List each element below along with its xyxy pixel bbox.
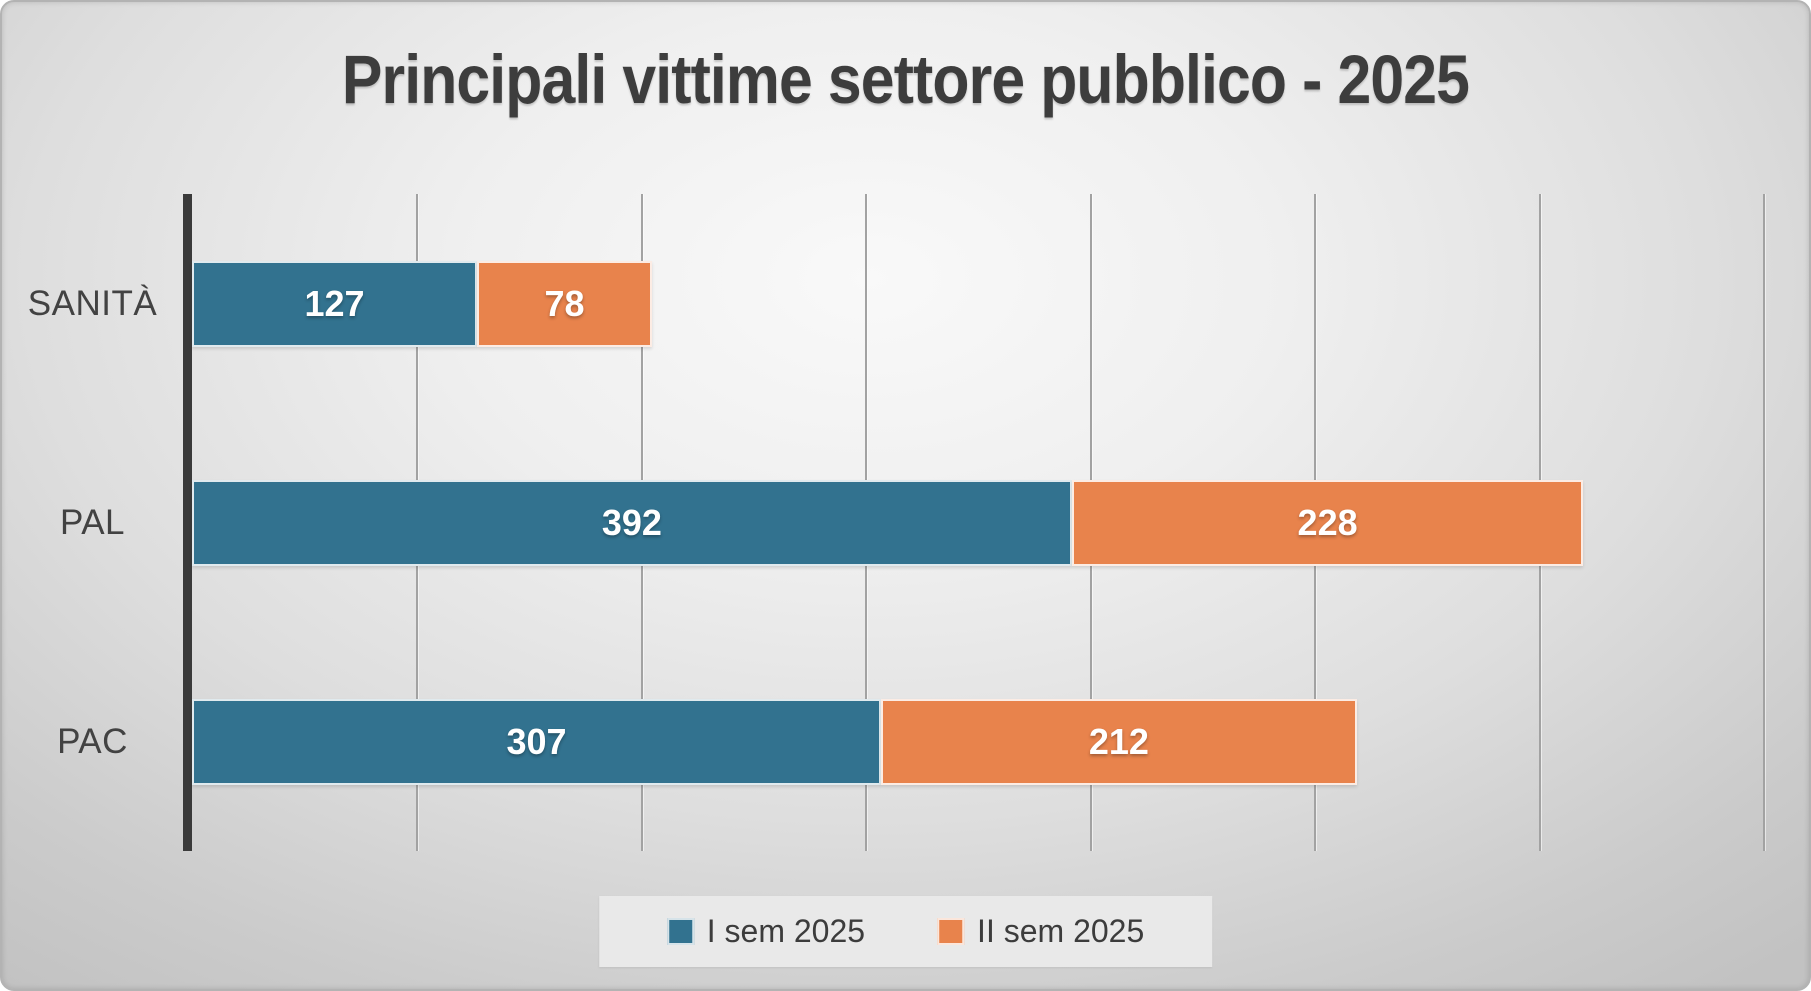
bar-stack: 307 212 — [192, 698, 1357, 785]
category-label: SANITÀ — [27, 283, 158, 323]
value-axis-line — [183, 194, 192, 851]
bar-segment: 307 — [192, 698, 881, 785]
bar-segment: 392 — [192, 479, 1072, 566]
bar-value-label: 127 — [304, 282, 365, 324]
category-label: PAL — [59, 502, 126, 542]
legend-swatch — [666, 918, 694, 945]
legend-label: II sem 2025 — [977, 913, 1145, 949]
bar-value-label: 78 — [544, 282, 585, 324]
bar-rows: 127 78 392 228 307 212 — [192, 194, 1763, 851]
bar-stack: 127 78 — [192, 260, 653, 347]
plot-area: 127 78 392 228 307 212 — [183, 194, 1765, 851]
legend-item: I sem 2025 — [666, 913, 866, 950]
legend-swatch — [937, 918, 965, 945]
legend-label: I sem 2025 — [706, 913, 866, 949]
gridline — [1763, 194, 1765, 851]
bar-segment: 78 — [477, 260, 653, 347]
bar-value-label: 392 — [601, 501, 662, 543]
bar-row: 392 228 — [192, 413, 1763, 632]
bar-segment: 127 — [192, 260, 478, 347]
bar-segment: 212 — [880, 698, 1357, 785]
chart-title: Principali vittime settore pubblico - 20… — [2, 40, 1809, 119]
bar-stack: 392 228 — [192, 479, 1584, 566]
bar-segment: 228 — [1071, 479, 1584, 566]
bar-value-label: 307 — [506, 720, 567, 762]
bar-row: 307 212 — [192, 632, 1763, 851]
bar-value-label: 228 — [1297, 501, 1358, 543]
category-axis: SANITÀ PAL PAC — [2, 194, 183, 851]
category-label: PAC — [57, 721, 128, 761]
chart-title-text: Principali vittime settore pubblico - 20… — [341, 41, 1470, 118]
bar-row: 127 78 — [192, 194, 1763, 413]
legend-item: II sem 2025 — [937, 913, 1144, 950]
legend: I sem 2025 II sem 2025 — [598, 896, 1213, 967]
bar-value-label: 212 — [1088, 720, 1149, 762]
